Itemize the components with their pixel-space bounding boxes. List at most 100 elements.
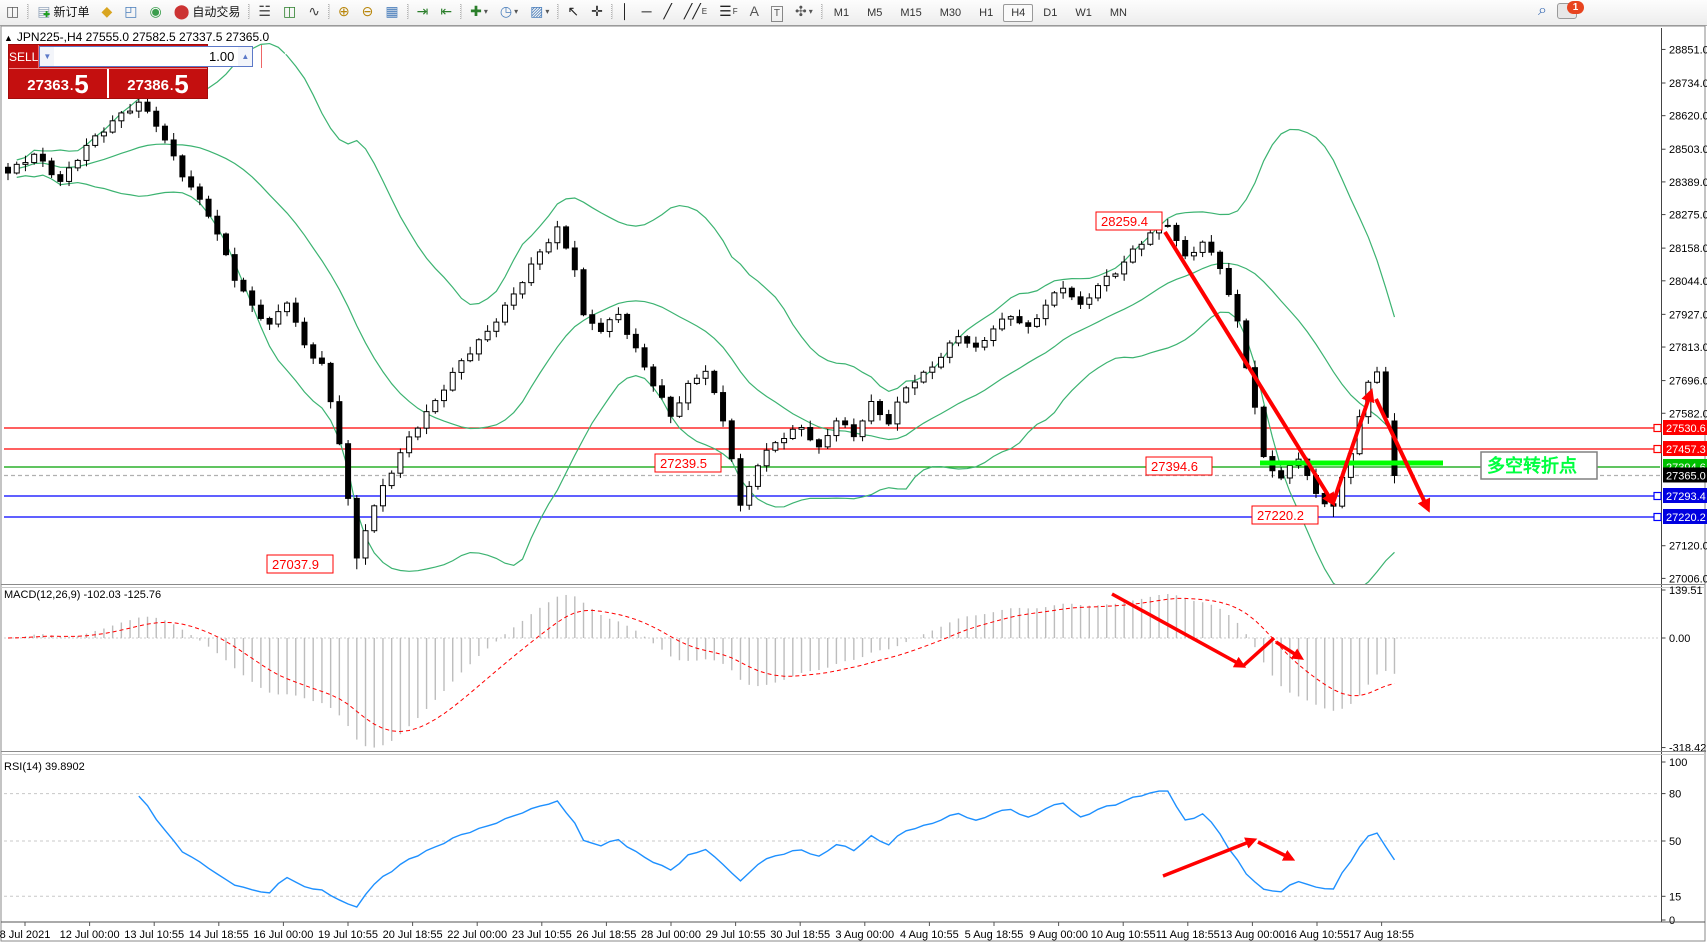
timeframe-m1[interactable]: M1 xyxy=(833,6,850,19)
timeframe-h4[interactable]: H4 xyxy=(1003,3,1034,22)
price-axis-label: 28275.0 xyxy=(1669,210,1707,222)
trend-arrow[interactable] xyxy=(1374,398,1431,513)
timeframe-mn[interactable]: MN xyxy=(1109,6,1127,19)
chart-title: ▲ JPN225-,H4 27555.0 27582.5 27337.5 2736… xyxy=(4,30,269,44)
signals-icon[interactable]: ◉ xyxy=(145,0,167,23)
vertical-line-icon[interactable]: │ xyxy=(616,0,635,23)
search-icon[interactable]: ⌕ xyxy=(1538,2,1547,19)
line-chart-icon: ∿ xyxy=(308,3,320,19)
trendline-icon[interactable]: ╱ xyxy=(658,0,676,23)
buy-button[interactable]: BUY xyxy=(261,45,287,68)
macd-trend-arrow[interactable] xyxy=(1111,592,1247,668)
candle-body xyxy=(1217,251,1224,269)
candle-body xyxy=(990,328,997,341)
bar-chart-icon[interactable]: ☱ xyxy=(253,0,276,23)
price-tag-box[interactable] xyxy=(1251,505,1319,525)
rsi-axis-label: 0 xyxy=(1669,915,1675,927)
chevron-down-icon[interactable]: ▾ xyxy=(545,6,550,16)
shapes-icon[interactable]: ✣ ▾ xyxy=(790,0,818,23)
timeframe-w1[interactable]: W1 xyxy=(1075,6,1092,19)
macd-trend-arrow[interactable] xyxy=(1275,640,1305,660)
periods-icon[interactable]: ◷ ▾ xyxy=(495,0,523,23)
price-tag-box[interactable] xyxy=(1145,456,1213,476)
tile-windows-icon[interactable]: ▦ xyxy=(380,0,403,23)
chevron-down-icon[interactable]: ▾ xyxy=(514,6,519,16)
volume-decrease-button[interactable]: ▼ xyxy=(40,47,55,66)
chat-icon[interactable]: 1 xyxy=(1556,1,1584,19)
timeframe-h1[interactable]: H1 xyxy=(979,6,994,19)
candle-body xyxy=(545,242,552,253)
collapse-panel-arrow[interactable]: ▲ xyxy=(4,33,13,43)
rsi-trend-arrow[interactable] xyxy=(1162,837,1258,878)
chart-shift-icon[interactable]: ⇤ xyxy=(435,0,457,23)
cursor-icon[interactable]: ↖ xyxy=(562,0,584,23)
timeframe-m15[interactable]: M15 xyxy=(900,6,922,19)
candle-body xyxy=(519,282,526,295)
label-icon[interactable]: T xyxy=(766,3,788,26)
market-watch-icon: ◆ xyxy=(101,3,113,19)
candlestick-chart-icon[interactable]: ◫ xyxy=(278,0,301,23)
text-icon[interactable]: A xyxy=(745,0,764,23)
new-order-button: ▤ xyxy=(37,3,51,19)
price-tag-box[interactable] xyxy=(266,554,334,574)
price-tag-box[interactable] xyxy=(1095,211,1163,231)
timeframe-m30[interactable]: M30 xyxy=(939,6,962,19)
candle-body xyxy=(999,318,1006,330)
market-watch-icon[interactable]: ◆ xyxy=(96,0,117,23)
time-axis-label: 5 Aug 18:55 xyxy=(965,929,1024,941)
indicators-icon[interactable]: ✚ ▾ xyxy=(465,0,493,23)
line-drag-marker[interactable] xyxy=(1653,444,1662,454)
time-axis-label: 13 Jul 10:55 xyxy=(124,929,184,941)
macd-trend-arrow[interactable] xyxy=(1241,636,1276,668)
candle-body xyxy=(615,313,622,321)
chevron-down-icon[interactable]: ▾ xyxy=(808,6,813,16)
buy-price[interactable]: 27386. 5 xyxy=(107,69,207,98)
auto-scroll-icon[interactable]: ⇥ xyxy=(412,0,434,23)
candle-body xyxy=(536,251,543,265)
candle-body xyxy=(475,339,482,355)
price-chip-text: 27220.2 xyxy=(1666,512,1706,524)
note-box[interactable] xyxy=(1480,451,1598,480)
autotrading-button[interactable]: ⬤ 自动交易 xyxy=(169,0,246,23)
sell-price[interactable]: 27363. 5 xyxy=(27,69,89,99)
zoom-in-icon[interactable]: ⊕ xyxy=(333,0,355,23)
candle-body xyxy=(423,411,430,429)
candle-body xyxy=(1234,294,1241,322)
candle-body xyxy=(249,290,256,306)
candle-body xyxy=(650,366,657,387)
timeframe-d1[interactable]: D1 xyxy=(1043,6,1058,19)
fibonacci-icon[interactable]: ☰ F xyxy=(714,0,742,23)
candle-body xyxy=(327,362,334,403)
timeframe-m5[interactable]: M5 xyxy=(867,6,883,19)
line-drag-marker[interactable] xyxy=(1653,423,1662,433)
price-tag-box[interactable] xyxy=(654,453,722,473)
candle-body xyxy=(728,420,735,460)
time-axis-label: 14 Jul 18:55 xyxy=(189,929,249,941)
line-drag-marker[interactable] xyxy=(1653,491,1662,501)
crosshair-icon[interactable]: ✛ xyxy=(586,0,608,23)
horizontal-line-icon[interactable]: ─ xyxy=(637,0,657,23)
trend-arrow[interactable] xyxy=(1163,230,1336,507)
chevron-down-icon[interactable]: ▾ xyxy=(483,6,488,16)
volume-increase-button[interactable]: ▲ xyxy=(238,47,253,66)
candle-body xyxy=(763,449,770,467)
chart-window-icon[interactable]: ◫ xyxy=(1,0,24,23)
candle-body xyxy=(179,155,186,178)
volume-input[interactable] xyxy=(54,47,239,66)
periods-icon: ◷ xyxy=(499,3,513,19)
templates-icon[interactable]: ▨ ▾ xyxy=(525,0,554,23)
zoom-out-icon[interactable]: ⊖ xyxy=(357,0,379,23)
price-axis-label: 27696.0 xyxy=(1669,376,1707,388)
candle-body xyxy=(659,385,665,398)
sell-button[interactable]: SELL xyxy=(9,45,40,68)
line-chart-icon[interactable]: ∿ xyxy=(303,0,325,23)
candle-body xyxy=(824,435,831,448)
new-order-button[interactable]: ▤ ✚ 新订单 xyxy=(32,0,94,23)
channel-icon[interactable]: ╱╱ E xyxy=(679,0,712,23)
line-drag-marker[interactable] xyxy=(1653,512,1662,522)
profile-icon[interactable]: ◰ xyxy=(119,0,142,23)
rsi-trend-arrow[interactable] xyxy=(1257,840,1296,861)
candle-body xyxy=(711,370,718,394)
trend-arrow[interactable] xyxy=(1331,388,1375,504)
time-axis-label: 26 Jul 18:55 xyxy=(576,929,636,941)
